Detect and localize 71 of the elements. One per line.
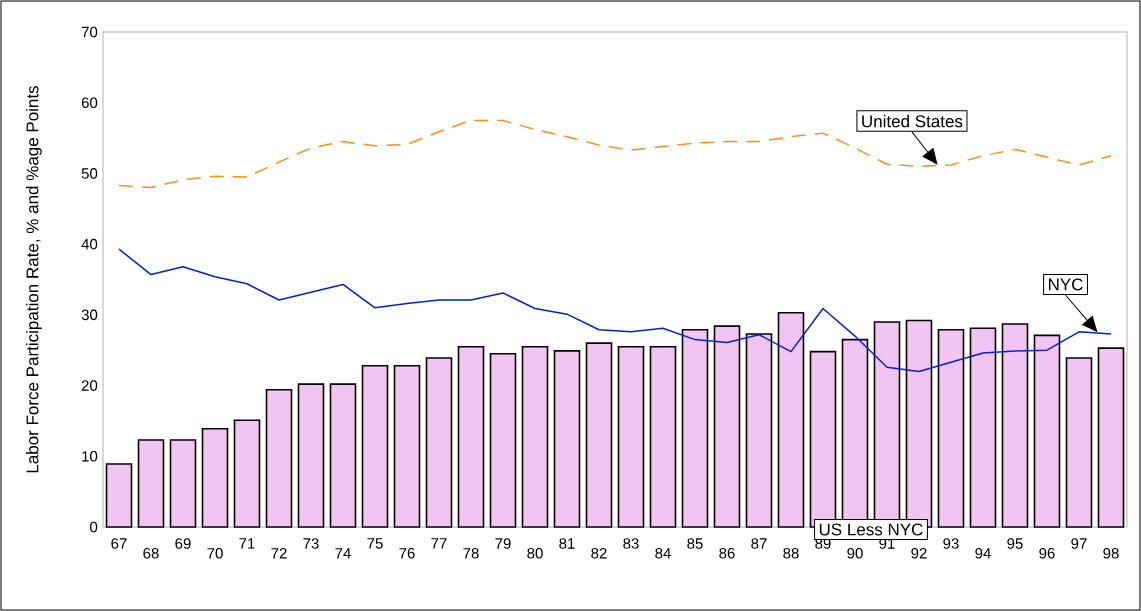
bar — [265, 389, 293, 528]
x-tick-label: 80 — [527, 547, 543, 559]
bar — [969, 327, 997, 528]
y-tick-label: 20 — [81, 380, 98, 391]
bar — [585, 342, 613, 528]
y-tick-label: 50 — [81, 168, 98, 179]
bar — [1065, 357, 1093, 528]
bar — [681, 328, 709, 528]
bar — [425, 357, 453, 528]
x-tick-label: 93 — [943, 538, 959, 549]
bar — [713, 325, 741, 528]
line-series — [118, 248, 1112, 373]
bar — [1097, 347, 1125, 528]
x-tick-label: 86 — [719, 547, 735, 559]
x-tick-label: 98 — [1103, 547, 1119, 559]
y-axis-title: Labor Force Participation Rate, % and %age Points — [25, 85, 42, 473]
bar — [1033, 334, 1061, 528]
bar — [553, 350, 581, 528]
bar — [137, 439, 165, 528]
bar — [777, 311, 805, 528]
x-tick-label: 70 — [207, 547, 223, 559]
x-tick-label: 83 — [623, 538, 639, 549]
x-tick-label: 96 — [1039, 547, 1055, 559]
y-tick-label: 40 — [81, 238, 98, 250]
bar — [297, 383, 325, 528]
bar — [457, 345, 485, 528]
y-tick-label: 0 — [90, 521, 98, 533]
x-tick-label: 88 — [783, 547, 799, 559]
x-tick-label: 75 — [367, 538, 383, 549]
x-tick-label: 67 — [111, 538, 127, 549]
y-tick-label: 30 — [81, 309, 98, 321]
x-tick-label: 84 — [655, 547, 671, 559]
bar — [201, 427, 229, 528]
bar — [1001, 323, 1029, 528]
bar — [937, 328, 965, 528]
x-tick-label: 87 — [751, 538, 767, 549]
x-tick-label: 90 — [847, 547, 863, 559]
x-tick-label: 97 — [1071, 538, 1087, 549]
y-tick-label: 70 — [81, 26, 98, 38]
x-tick-label: 73 — [303, 538, 319, 549]
x-tick-label: 76 — [399, 547, 415, 559]
bar — [361, 364, 389, 528]
x-tick-label: 78 — [463, 547, 479, 559]
bar — [233, 419, 261, 528]
x-tick-label: 82 — [591, 547, 607, 559]
y-tick-label: 10 — [82, 450, 98, 462]
x-tick-label: 92 — [911, 547, 927, 559]
x-tick-label: 72 — [271, 547, 287, 559]
x-tick-label: 77 — [431, 538, 447, 549]
x-tick-label: 79 — [495, 538, 511, 549]
bar — [521, 345, 549, 528]
bar — [617, 345, 645, 528]
x-tick-label: 95 — [1007, 538, 1023, 549]
series-label: US Less NYC — [819, 523, 923, 536]
x-tick-label: 74 — [335, 548, 351, 559]
bar — [393, 364, 421, 528]
bar — [329, 383, 357, 528]
y-tick-label: 60 — [81, 97, 98, 109]
bar — [169, 439, 197, 528]
x-tick-label: 81 — [559, 538, 575, 549]
bar — [105, 463, 133, 528]
x-tick-label: 68 — [143, 547, 159, 559]
x-tick-label: 69 — [175, 538, 191, 549]
bar — [745, 333, 773, 528]
x-tick-label: 85 — [687, 538, 703, 549]
bar — [489, 352, 517, 528]
text: NYC — [1049, 278, 1083, 291]
bar — [649, 345, 677, 528]
x-tick-label: 94 — [975, 547, 991, 559]
series-label: United States — [862, 114, 963, 128]
x-tick-label: 71 — [239, 538, 255, 549]
